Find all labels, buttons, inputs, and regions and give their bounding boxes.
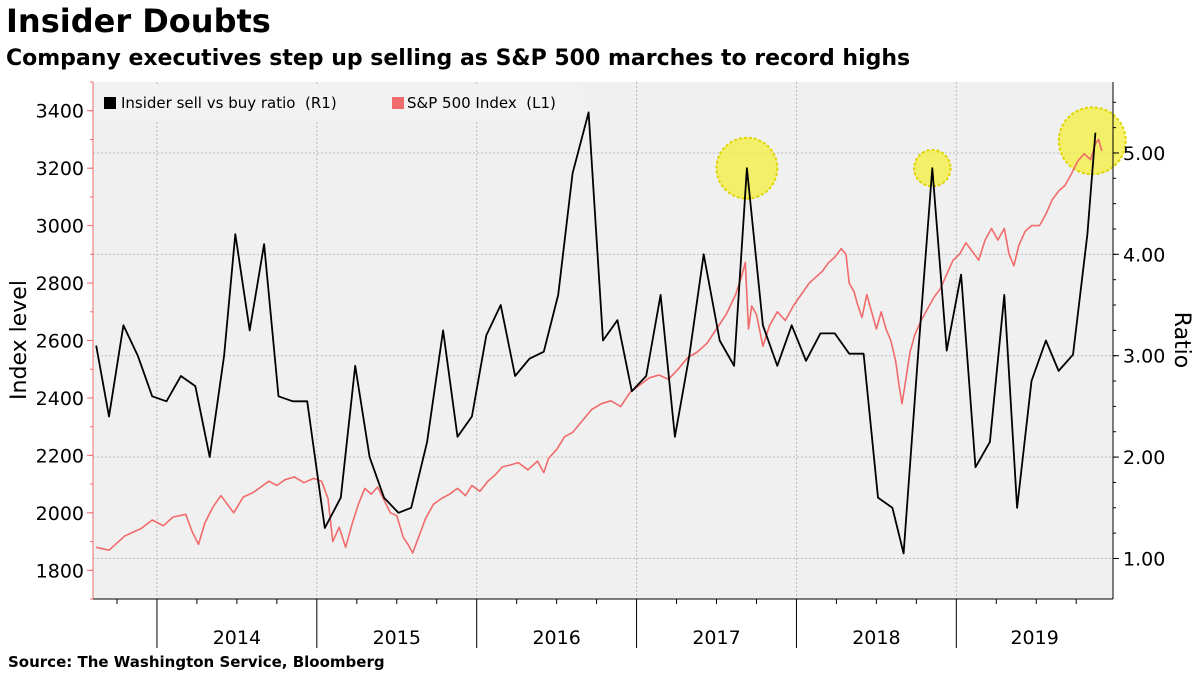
chart-canvas: 1.00 2.00 3.00 4.00 5.00 1800 2000 2200 2400 2600… <box>7 81 1194 649</box>
left-axis-tick-label: 1800 <box>36 560 84 582</box>
year-label: 2015 <box>373 627 421 649</box>
left-axis-tick-label: 3200 <box>36 158 84 180</box>
year-label: 2014 <box>213 627 261 649</box>
left-axis-tick-label: 2000 <box>36 503 84 525</box>
axes: 1.00 2.00 3.00 4.00 5.00 1800 2000 2200 2400 2600… <box>36 81 1165 649</box>
source-note: Source: The Washington Service, Bloomber… <box>8 653 385 671</box>
left-axis-tick-label: 2200 <box>36 445 84 467</box>
right-axis-tick-label: 1.00 <box>1123 548 1165 570</box>
left-axis-tick-label: 3000 <box>36 216 84 238</box>
year-label: 2017 <box>692 627 740 649</box>
page-subtitle: Company executives step up selling as S&… <box>6 46 911 71</box>
legend-box <box>95 86 583 120</box>
year-label: 2016 <box>532 627 580 649</box>
legend-swatch-insider <box>104 97 116 109</box>
right-axis-label: Ratio <box>1169 312 1194 368</box>
legend-label-sp500: S&P 500 Index (L1) <box>407 94 556 112</box>
left-axis-label: Index level <box>7 280 32 400</box>
series-line-insider-ratio <box>95 111 1097 555</box>
legend-swatch-sp500 <box>392 97 404 109</box>
year-label: 2018 <box>852 627 900 649</box>
year-label: 2019 <box>1010 627 1058 649</box>
right-axis-tick-label: 5.00 <box>1123 143 1165 165</box>
right-axis-tick-label: 2.00 <box>1123 447 1165 469</box>
left-axis-tick-label: 2600 <box>36 331 84 353</box>
left-axis-tick-label: 2800 <box>36 273 84 295</box>
left-axis-tick-label: 3400 <box>36 101 84 123</box>
left-axis-tick-label: 2400 <box>36 388 84 410</box>
series-lines <box>95 111 1103 555</box>
right-axis-tick-label: 3.00 <box>1123 346 1165 368</box>
axis-labels: Index level Ratio <box>7 280 1194 400</box>
legend-label-insider: Insider sell vs buy ratio (R1) <box>121 94 337 112</box>
right-axis-tick-label: 4.00 <box>1123 244 1165 266</box>
legend: Insider sell vs buy ratio (R1) S&P 500 I… <box>95 86 583 120</box>
page-title: Insider Doubts <box>6 2 271 40</box>
